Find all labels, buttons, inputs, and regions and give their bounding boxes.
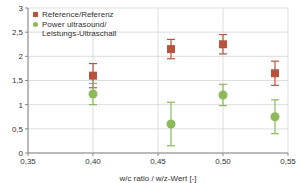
html-text:Reference/Referenz: Reference/Referenz: [42, 10, 114, 19]
html-text:Power ultrasound/ Leistungs-Ul: Power ultrasound/ Leistungs-Ultraschall: [42, 20, 117, 38]
svg-text:0,50: 0,50: [215, 157, 231, 166]
svg-text:w/c ratio / w/z-Wert [-]: w/c ratio / w/z-Wert [-]: [118, 174, 196, 183]
svg-text:2: 2: [19, 52, 24, 61]
svg-text:1,5: 1,5: [12, 76, 24, 85]
svg-text:0,40: 0,40: [85, 157, 101, 166]
svg-text:3: 3: [19, 4, 24, 13]
svg-text:0,55: 0,55: [280, 157, 292, 166]
svg-text:0,5: 0,5: [12, 125, 24, 134]
svg-text:0,45: 0,45: [150, 157, 166, 166]
svg-text:0,35: 0,35: [20, 157, 36, 166]
svg-text:2,5: 2,5: [12, 28, 24, 37]
svg-text:0: 0: [19, 149, 24, 158]
svg-text:1: 1: [19, 101, 24, 110]
